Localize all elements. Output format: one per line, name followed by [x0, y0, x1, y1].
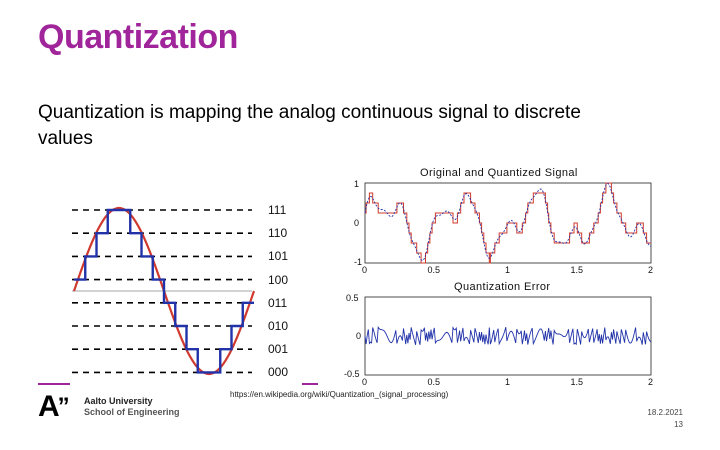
footer-accent-line-left [38, 383, 70, 385]
code-label: 011 [268, 295, 288, 310]
bottom-plot-title: Quantization Error [454, 281, 551, 293]
code-label: 101 [268, 249, 289, 264]
quantized-signal-line [365, 182, 651, 264]
top-plot-ytick: 1 [354, 179, 360, 189]
top-plot-xtick: 0 [362, 265, 368, 275]
code-label: 010 [268, 319, 289, 333]
logo-quote-mark: ” [57, 393, 70, 420]
slide-title: Quantization [38, 18, 238, 56]
staircase-plot [72, 206, 256, 376]
logo-letter: A [38, 390, 60, 423]
slide-body-text: Quantization is mapping the analog conti… [38, 102, 581, 149]
bottom-plot-xtick: 1 [505, 377, 511, 387]
code-label: 001 [268, 342, 289, 357]
top-plot-xtick: 1 [505, 265, 511, 275]
bottom-plot-ytick: 0 [356, 331, 362, 341]
top-plot-xtick: 0.5 [427, 265, 441, 275]
code-label: 111 [268, 203, 287, 217]
bottom-plot-ytick: 0.5 [346, 293, 359, 303]
top-plot-xtick: 2 [648, 265, 654, 275]
top-plot-ytick: 0 [354, 218, 360, 228]
top-plot-ytick: -1 [354, 257, 363, 267]
bottom-plot-xtick: 0 [362, 377, 368, 387]
quantized-staircase [74, 208, 254, 374]
bottom-plot-xtick: 1.5 [570, 377, 584, 387]
footer-accent-line-right [302, 383, 318, 385]
source-link[interactable]: https://en.wikipedia.org/wiki/Quantizati… [230, 390, 449, 399]
top-plot-title: Original and Quantized Signal [420, 167, 578, 179]
quantization-staircase-figure [66, 190, 306, 385]
code-label: 100 [268, 272, 289, 287]
bottom-plot-ytick: -0.5 [344, 369, 360, 379]
signal-error-figure: Original and Quantized Signal Quantizati… [340, 165, 670, 395]
university-name: Aalto University [84, 396, 153, 406]
page-number: 13 [674, 420, 683, 429]
code-label: 000 [268, 365, 289, 380]
bottom-plot-xtick: 0.5 [427, 377, 441, 387]
footer-date: 18.2.2021 [647, 408, 683, 417]
original-signal-line [364, 183, 652, 261]
code-label: 110 [268, 226, 288, 241]
quantization-error-line [364, 326, 652, 346]
top-plot-axes [364, 182, 652, 264]
bottom-plot-xtick: 2 [648, 377, 654, 387]
aalto-logo-icon: A” [38, 390, 70, 423]
signal-error-plots [364, 182, 652, 376]
logo-text: Aalto University School of Engineering [84, 396, 180, 418]
top-plot-xtick: 1.5 [570, 265, 584, 275]
school-name: School of Engineering [84, 407, 180, 417]
